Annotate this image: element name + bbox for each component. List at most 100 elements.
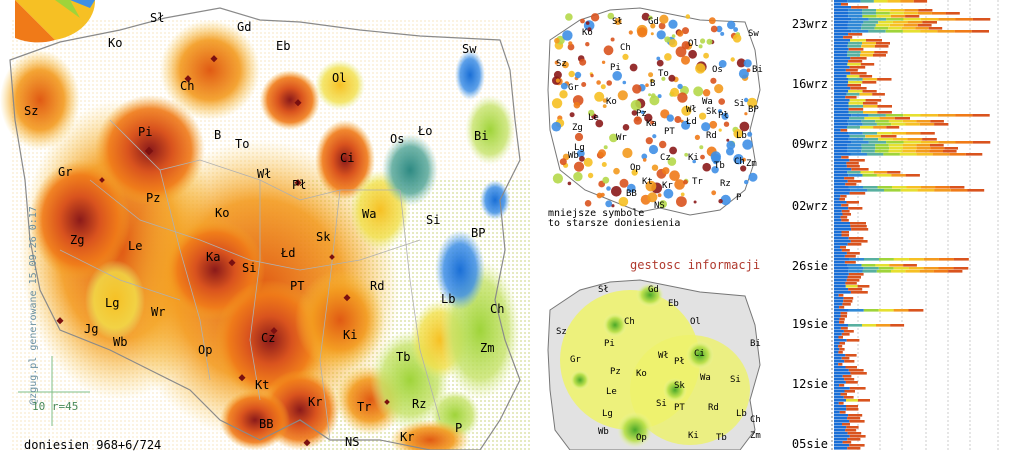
timeline-bar-segment [848, 288, 863, 291]
recent-dot [711, 166, 719, 174]
region-label: Ko [215, 206, 229, 220]
timeline-bar-segment [908, 258, 924, 261]
timeline-bar-segment [846, 405, 858, 408]
timeline-bar-segment [834, 24, 848, 27]
region-label: Rz [412, 397, 426, 411]
timeline-date-label: 02wrz [792, 199, 828, 213]
timeline-bar-segment [834, 159, 850, 162]
recent-dot [677, 83, 683, 90]
recent-dot [618, 196, 629, 207]
recent-dot [580, 18, 585, 24]
timeline-bar-segment [834, 294, 839, 297]
recent-dot [711, 190, 717, 196]
timeline-bar-segment [847, 264, 862, 267]
timeline-bar-segment [894, 117, 910, 120]
region-label: Wł [658, 351, 669, 361]
region-label: BP [748, 105, 759, 115]
recent-dot [595, 119, 604, 128]
timeline-bar-segment [863, 186, 878, 189]
timeline-bar-segment [903, 141, 921, 144]
recent-dot [596, 80, 601, 85]
recent-dot [587, 172, 594, 179]
timeline-bar-segment [851, 141, 869, 144]
timeline-bar-segment [845, 429, 857, 432]
region-label: Si [426, 213, 440, 227]
timeline-bar-segment [863, 267, 879, 270]
region-label: Si [734, 99, 745, 109]
timeline-bar-segment [834, 66, 850, 69]
timeline-bar-segment [850, 39, 866, 42]
timeline-bar-segment [905, 270, 920, 273]
timeline-bar-segment [834, 414, 849, 417]
timeline-bar-segment [876, 9, 891, 12]
timeline-bar-segment [849, 258, 864, 261]
region-label: P [455, 421, 462, 435]
region-label: Ko [606, 97, 617, 107]
region-label: Kt [255, 378, 269, 392]
recent-dot [663, 188, 674, 199]
region-label: Wr [151, 305, 165, 319]
region-label: Ło [417, 124, 432, 138]
timeline-bar-segment [834, 177, 845, 180]
timeline-bar-segment [834, 45, 848, 48]
timeline-bar-segment [834, 234, 842, 237]
timeline-bar-segment [846, 408, 859, 411]
timeline-bar-segment [848, 21, 864, 24]
timeline-bar-segment [834, 321, 840, 324]
timeline-bar-segment [842, 441, 852, 444]
timeline-bar-segment [848, 105, 863, 108]
timeline-bar-segment [846, 252, 860, 255]
timeline-bar-segment [893, 258, 909, 261]
timeline-bar-segment [906, 132, 921, 135]
timeline-bar-segment [834, 288, 849, 291]
timeline-bar-segment [861, 150, 875, 153]
timeline-bar-segment [848, 273, 864, 276]
region-label: Kt [642, 177, 653, 187]
recent-dot [692, 159, 696, 164]
timeline-bar-segment [905, 123, 920, 126]
timeline-bar-segment [834, 399, 846, 402]
timeline-bar-segment [890, 324, 905, 327]
timeline-bar-segment [848, 174, 863, 177]
timeline-date-label: 19sie [792, 317, 828, 331]
timeline-bar-segment [887, 0, 901, 3]
timeline-bar-segment [834, 6, 852, 9]
timeline-bar-segment [922, 21, 937, 24]
region-label: Gd [648, 17, 659, 27]
timeline-bar-segment [905, 174, 920, 177]
timeline-bar-segment [919, 123, 935, 126]
timeline-bar-segment [834, 330, 844, 333]
recent-dot [739, 121, 750, 132]
region-label: Lb [441, 292, 455, 306]
timeline-bar-segment [834, 216, 841, 219]
region-label: Ch [180, 79, 194, 93]
timeline-bar-segment [841, 234, 849, 237]
timeline-bar-segment [862, 9, 877, 12]
timeline-bar-segment [834, 138, 849, 141]
recent-dot [600, 84, 606, 90]
timeline-bar-segment [834, 33, 849, 36]
region-label: NS [345, 435, 359, 449]
timeline-bar-segment [839, 318, 845, 321]
region-label: Ci [340, 151, 354, 165]
region-label: Bi [474, 129, 488, 143]
recent-dot [617, 90, 628, 101]
timeline-bar-segment [868, 114, 886, 117]
timeline-bar-segment [848, 267, 864, 270]
recent-dot [585, 42, 590, 47]
timeline-bar-segment [834, 282, 846, 285]
region-label: To [658, 69, 669, 79]
timeline-bar-segment [834, 240, 851, 243]
timeline-bar-segment [834, 222, 850, 225]
timeline-bar-segment [892, 186, 907, 189]
region-label: Le [588, 113, 599, 123]
recent-dot [709, 120, 718, 129]
timeline-bar-segment [849, 435, 866, 438]
timeline-bar-segment [954, 30, 972, 33]
timeline-bar-segment [834, 279, 847, 282]
timeline-bar-segment [834, 15, 849, 18]
recent-dot [699, 145, 704, 150]
region-label: Le [128, 239, 142, 253]
timeline-bar-segment [916, 120, 931, 123]
region-label: Cz [261, 331, 275, 345]
